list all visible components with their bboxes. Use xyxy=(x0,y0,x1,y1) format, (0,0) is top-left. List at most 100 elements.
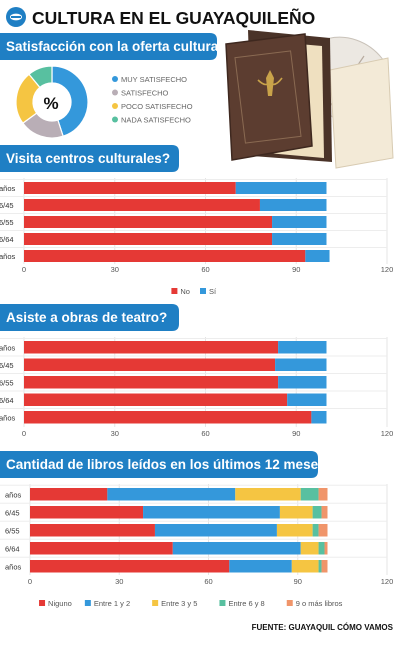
book-illustration xyxy=(225,30,394,169)
legend-swatch xyxy=(39,600,46,606)
bar-segment xyxy=(324,542,328,555)
bar-segment xyxy=(318,488,328,501)
bar-segment xyxy=(24,182,236,194)
legend-label: No xyxy=(180,287,190,296)
bar-segment xyxy=(311,411,327,424)
legend-swatch xyxy=(286,600,293,606)
bar-segment xyxy=(321,506,328,519)
book-cover-frame-icon xyxy=(234,50,302,144)
bar-segment xyxy=(276,524,313,537)
bar-segment xyxy=(172,542,301,555)
legend-label: SATISFECHO xyxy=(121,89,169,98)
bar-segment xyxy=(272,216,327,228)
bar-segment xyxy=(235,182,327,194)
section-title: Visita centros culturales? xyxy=(6,151,170,166)
category-label: 6/64 xyxy=(0,235,14,244)
x-tick-label: 120 xyxy=(381,429,394,438)
visits-bar-chart: 0 30 60 90 120 años 6/45 6/55 6/64 años No Sí xyxy=(0,178,393,296)
fleur-de-lis-petals-icon xyxy=(257,77,283,86)
donut-slice xyxy=(51,65,89,137)
legend-label: Niguno xyxy=(48,599,72,608)
bar-segment xyxy=(278,341,327,354)
bar-segment xyxy=(312,524,319,537)
bar-segment xyxy=(30,542,173,555)
category-label: 6/64 xyxy=(0,396,14,405)
category-label: 6/55 xyxy=(5,526,20,535)
x-tick-label: 90 xyxy=(294,577,302,586)
category-label: 6/64 xyxy=(5,544,20,553)
bar-segment xyxy=(318,542,325,555)
bar-segment xyxy=(24,216,273,228)
visits-section: Visita centros culturales? 0 30 60 90 120 año… xyxy=(0,145,393,296)
bar-segment xyxy=(321,560,328,573)
category-label: años xyxy=(0,252,16,261)
bar-segment xyxy=(24,233,273,245)
category-label: 6/45 xyxy=(5,508,20,517)
bar-segment xyxy=(143,506,280,519)
legend-label: Entre 6 y 8 xyxy=(228,599,264,608)
bar-segment xyxy=(305,250,330,262)
donut-slice xyxy=(28,65,53,89)
legend-swatch xyxy=(84,600,91,606)
theater-section: Asiste a obras de teatro? 0 30 60 90 120 años… xyxy=(0,304,393,438)
donut-center-label: % xyxy=(43,94,58,113)
legend-swatch xyxy=(152,600,159,606)
legend-label: Entre 3 y 5 xyxy=(161,599,197,608)
bar-segment xyxy=(154,524,277,537)
category-label: años xyxy=(0,343,16,352)
bar-segment xyxy=(24,250,306,262)
legend-swatch xyxy=(200,288,206,294)
bar-segment xyxy=(279,506,313,519)
section-banner xyxy=(0,451,318,478)
legend-swatch xyxy=(112,103,118,109)
x-tick-label: 30 xyxy=(111,429,119,438)
bar-segment xyxy=(24,376,279,389)
legend-swatch xyxy=(219,600,226,606)
bar-segment xyxy=(24,393,288,406)
bar-segment xyxy=(24,358,276,371)
x-tick-label: 60 xyxy=(204,577,212,586)
x-tick-label: 60 xyxy=(201,265,209,274)
bar-segment xyxy=(229,560,292,573)
section-title: Cantidad de libros leídos en los últimos… xyxy=(6,457,326,472)
x-tick-label: 0 xyxy=(22,429,26,438)
bar-segment xyxy=(107,488,236,501)
books-bar-chart: 0 30 60 90 120 años 6/45 6/55 6/64 años Niguno Entr… xyxy=(0,484,393,608)
legend-label: Entre 1 y 2 xyxy=(94,599,130,608)
header: CULTURA EN EL GUAYAQUILEÑO xyxy=(6,7,315,28)
bar-segment xyxy=(30,524,155,537)
section-banner xyxy=(0,145,179,172)
bar-segment xyxy=(300,542,319,555)
category-label: 6/55 xyxy=(0,378,14,387)
section-title: Satisfacción con la oferta cultural xyxy=(6,39,222,54)
section-banner xyxy=(0,304,179,331)
legend-label: POCO SATISFECHO xyxy=(121,102,193,111)
bar-segment xyxy=(318,560,322,573)
satisfaction-section: Satisfacción con la oferta cultural % MU… xyxy=(0,33,222,139)
paper-sheet-icon xyxy=(329,57,394,169)
legend-swatch xyxy=(112,116,118,123)
bar-segment xyxy=(275,358,327,371)
legend-swatch xyxy=(171,288,178,294)
x-tick-label: 0 xyxy=(28,577,32,586)
bar-segment xyxy=(24,341,279,354)
bar-segment xyxy=(300,488,319,501)
bar-segment xyxy=(30,488,108,501)
bar-segment xyxy=(30,560,230,573)
section-title: Asiste a obras de teatro? xyxy=(6,310,167,325)
x-tick-label: 120 xyxy=(381,265,394,274)
bar-segment xyxy=(24,411,312,424)
legend-label: MUY SATISFECHO xyxy=(121,75,187,84)
theater-bar-chart: 0 30 60 90 120 años 6/45 6/55 6/64 años xyxy=(0,337,393,438)
legend-swatch xyxy=(112,76,118,82)
category-label: 6/45 xyxy=(0,361,14,370)
category-label: 6/55 xyxy=(0,218,14,227)
x-tick-label: 120 xyxy=(381,577,394,586)
x-tick-label: 30 xyxy=(115,577,123,586)
bar-segment xyxy=(235,488,301,501)
bar-segment xyxy=(318,524,328,537)
book-cover-icon xyxy=(225,33,313,161)
x-tick-label: 90 xyxy=(292,265,300,274)
fleur-de-lis-icon xyxy=(266,70,274,96)
